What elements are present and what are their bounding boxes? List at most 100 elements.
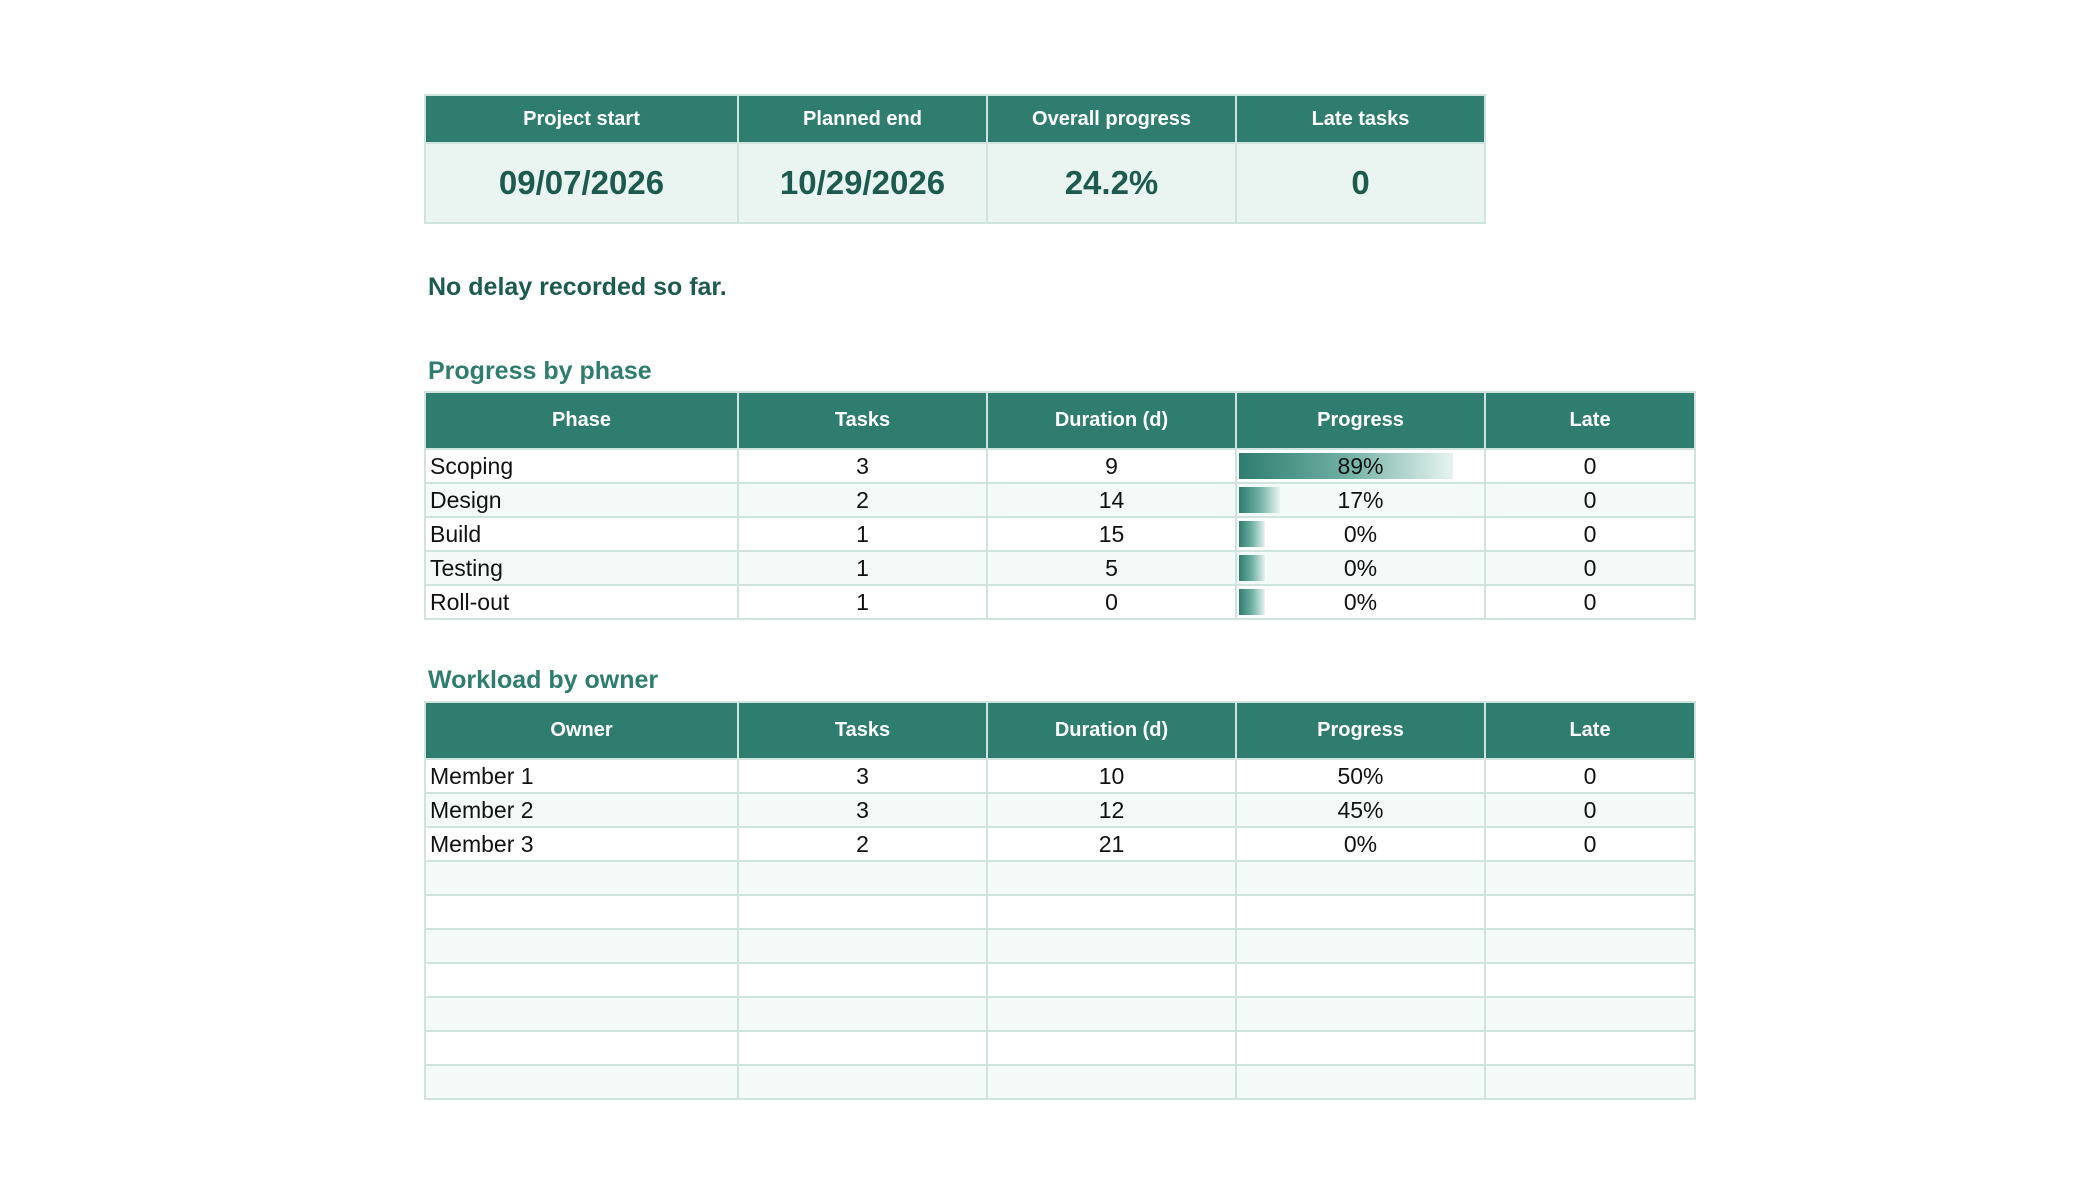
owner-row-progress-cell[interactable]: [1235, 1064, 1486, 1100]
owner-row-name-cell[interactable]: Member 1: [424, 758, 739, 794]
phase-row-late-cell[interactable]: 0: [1484, 550, 1696, 586]
phase-row-name-cell[interactable]: Scoping: [424, 448, 739, 484]
owner-row-name-cell[interactable]: [424, 996, 739, 1032]
owner-row-late-cell[interactable]: [1484, 962, 1696, 998]
owner-row-name-cell[interactable]: [424, 860, 739, 896]
owner-row-progress-cell[interactable]: [1235, 894, 1486, 930]
owner-header-owner[interactable]: Owner: [424, 701, 739, 760]
phase-header-late[interactable]: Late: [1484, 391, 1696, 450]
phase-row-progress-cell[interactable]: 0%: [1235, 550, 1486, 586]
phase-header-duration[interactable]: Duration (d): [986, 391, 1237, 450]
phase-row-name-cell[interactable]: Design: [424, 482, 739, 518]
phase-row-name-cell[interactable]: Roll-out: [424, 584, 739, 620]
owner-row-tasks-cell[interactable]: 3: [737, 792, 988, 828]
owner-row-tasks-cell[interactable]: 2: [737, 826, 988, 862]
owner-row-duration-cell[interactable]: 12: [986, 792, 1237, 828]
phase-row-duration-cell[interactable]: 5: [986, 550, 1237, 586]
phase-header-tasks[interactable]: Tasks: [737, 391, 988, 450]
owner-row-late-cell[interactable]: [1484, 1064, 1696, 1100]
phase-row-duration-cell[interactable]: 15: [986, 516, 1237, 552]
owner-row-duration-cell[interactable]: 10: [986, 758, 1237, 794]
kpi-header-planned-end[interactable]: Planned end: [737, 94, 988, 144]
owner-row-duration-cell[interactable]: [986, 928, 1237, 964]
progress-label: 89%: [1337, 452, 1384, 479]
owner-row-tasks-cell[interactable]: [737, 928, 988, 964]
phase-row-progress-cell[interactable]: 0%: [1235, 516, 1486, 552]
owner-header-late[interactable]: Late: [1484, 701, 1696, 760]
progress-label: 17%: [1337, 486, 1384, 513]
phase-row-late-cell[interactable]: 0: [1484, 482, 1696, 518]
kpi-value-planned-end[interactable]: 10/29/2026: [737, 142, 988, 224]
owner-row-late-cell[interactable]: [1484, 928, 1696, 964]
owner-row-tasks-cell[interactable]: [737, 1030, 988, 1066]
phase-row-tasks-cell[interactable]: 2: [737, 482, 988, 518]
owner-row-progress-cell[interactable]: [1235, 928, 1486, 964]
owner-row-name-cell[interactable]: [424, 962, 739, 998]
owner-row-late-cell[interactable]: 0: [1484, 758, 1696, 794]
kpi-header-overall-progress[interactable]: Overall progress: [986, 94, 1237, 144]
owner-row-name-cell[interactable]: [424, 928, 739, 964]
phase-row-progress-cell[interactable]: 0%: [1235, 584, 1486, 620]
owner-row-progress-cell[interactable]: 0%: [1235, 826, 1486, 862]
owner-header-progress[interactable]: Progress: [1235, 701, 1486, 760]
phase-row-tasks-cell[interactable]: 1: [737, 584, 988, 620]
owner-row-name-cell[interactable]: Member 3: [424, 826, 739, 862]
phase-row-tasks-cell[interactable]: 1: [737, 516, 988, 552]
phase-row-duration-cell[interactable]: 9: [986, 448, 1237, 484]
owner-row-name-cell[interactable]: [424, 1030, 739, 1066]
kpi-value-overall-progress[interactable]: 24.2%: [986, 142, 1237, 224]
owner-row-tasks-cell[interactable]: [737, 996, 988, 1032]
owner-row-tasks-cell[interactable]: [737, 1064, 988, 1100]
kpi-header-project-start[interactable]: Project start: [424, 94, 739, 144]
phase-row-name-cell[interactable]: Build: [424, 516, 739, 552]
owner-row-late-cell[interactable]: 0: [1484, 792, 1696, 828]
owner-header-duration[interactable]: Duration (d): [986, 701, 1237, 760]
status-message[interactable]: No delay recorded so far.: [428, 273, 727, 301]
owner-row-progress-cell[interactable]: [1235, 1030, 1486, 1066]
kpi-value-project-start[interactable]: 09/07/2026: [424, 142, 739, 224]
owner-row-late-cell[interactable]: [1484, 894, 1696, 930]
owner-row-tasks-cell[interactable]: [737, 962, 988, 998]
phase-header-progress[interactable]: Progress: [1235, 391, 1486, 450]
phase-row-late-cell[interactable]: 0: [1484, 448, 1696, 484]
owner-row-tasks-cell[interactable]: [737, 860, 988, 896]
owner-row: Member 1 3 10 50% 0: [424, 758, 1696, 794]
phase-row-tasks-cell[interactable]: 1: [737, 550, 988, 586]
owner-row-name-cell[interactable]: Member 2: [424, 792, 739, 828]
owner-row-duration-cell[interactable]: [986, 860, 1237, 896]
phase-row-progress-cell[interactable]: 89%: [1235, 448, 1486, 484]
owner-row-duration-cell[interactable]: [986, 894, 1237, 930]
owner-row-duration-cell[interactable]: [986, 1030, 1237, 1066]
owner-row-late-cell[interactable]: [1484, 996, 1696, 1032]
kpi-header-late-tasks[interactable]: Late tasks: [1235, 94, 1486, 144]
owner-row-duration-cell[interactable]: [986, 1064, 1237, 1100]
owner-row-duration-cell[interactable]: [986, 962, 1237, 998]
owner-row-tasks-cell[interactable]: 3: [737, 758, 988, 794]
phase-row-tasks-cell[interactable]: 3: [737, 448, 988, 484]
owner-row-name-cell[interactable]: [424, 1064, 739, 1100]
owner-row-progress-cell[interactable]: [1235, 962, 1486, 998]
owner-row-name-cell[interactable]: [424, 894, 739, 930]
phase-row-duration-cell[interactable]: 14: [986, 482, 1237, 518]
owner-row-late-cell[interactable]: 0: [1484, 826, 1696, 862]
owner-row-duration-cell[interactable]: 21: [986, 826, 1237, 862]
phase-section-title[interactable]: Progress by phase: [428, 357, 652, 385]
owner-row-progress-cell[interactable]: 45%: [1235, 792, 1486, 828]
owner-row-progress-cell[interactable]: 50%: [1235, 758, 1486, 794]
owner-header-tasks[interactable]: Tasks: [737, 701, 988, 760]
phase-row-progress-cell[interactable]: 17%: [1235, 482, 1486, 518]
phase-row-name-cell[interactable]: Testing: [424, 550, 739, 586]
owner-row-tasks-cell[interactable]: [737, 894, 988, 930]
phase-row-late-cell[interactable]: 0: [1484, 584, 1696, 620]
owner-row-duration-cell[interactable]: [986, 996, 1237, 1032]
phase-row: Roll-out 1 0 0% 0: [424, 584, 1696, 620]
owner-row-progress-cell[interactable]: [1235, 860, 1486, 896]
owner-row-progress-cell[interactable]: [1235, 996, 1486, 1032]
owner-section-title[interactable]: Workload by owner: [428, 666, 659, 694]
phase-header-phase[interactable]: Phase: [424, 391, 739, 450]
phase-row-duration-cell[interactable]: 0: [986, 584, 1237, 620]
owner-row-late-cell[interactable]: [1484, 860, 1696, 896]
phase-row-late-cell[interactable]: 0: [1484, 516, 1696, 552]
owner-row-late-cell[interactable]: [1484, 1030, 1696, 1066]
kpi-value-late-tasks[interactable]: 0: [1235, 142, 1486, 224]
